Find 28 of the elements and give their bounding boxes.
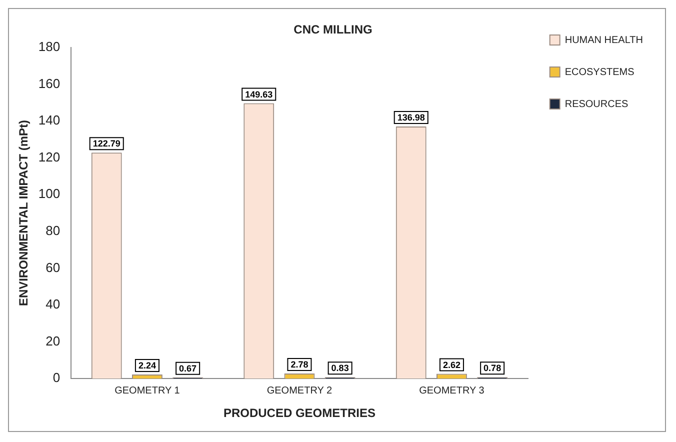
x-tick-label: GEOMETRY 3 — [419, 385, 485, 396]
legend-label: HUMAN HEALTH — [564, 34, 643, 46]
y-tick-label: 20 — [46, 333, 60, 348]
x-tick-label: GEOMETRY 1 — [114, 385, 180, 396]
x-axis-title: PRODUCED GEOMETRIES — [223, 406, 376, 420]
data-label: 149.63 — [245, 89, 273, 100]
y-tick-label: 180 — [38, 38, 60, 54]
data-label: 0.83 — [331, 363, 349, 374]
y-tick-label: 80 — [46, 222, 60, 238]
data-label: 0.67 — [179, 363, 197, 374]
data-label: 136.98 — [397, 112, 425, 123]
chart-title: CNC MILLING — [294, 22, 372, 37]
data-label: 122.79 — [92, 138, 120, 149]
y-tick-label: 120 — [38, 149, 60, 164]
y-tick-label: 140 — [38, 112, 60, 128]
y-axis-title: ENVIRONMENTAL IMPACT (mPt) — [16, 120, 31, 306]
data-label: 2.78 — [290, 359, 308, 370]
data-label: 2.62 — [442, 360, 460, 370]
y-tick-label: 60 — [46, 260, 60, 275]
y-tick-label: 0 — [52, 370, 60, 386]
y-tick-label: 100 — [38, 186, 60, 202]
legend-label: ECOSYSTEMS — [564, 66, 635, 78]
data-label: 2.24 — [138, 360, 156, 370]
y-tick-label: 160 — [38, 76, 60, 91]
x-tick-label: GEOMETRY 2 — [266, 385, 332, 396]
legend-label: RESOURCES — [564, 98, 629, 110]
data-label: 0.78 — [484, 363, 502, 374]
y-tick-label: 40 — [46, 296, 60, 312]
